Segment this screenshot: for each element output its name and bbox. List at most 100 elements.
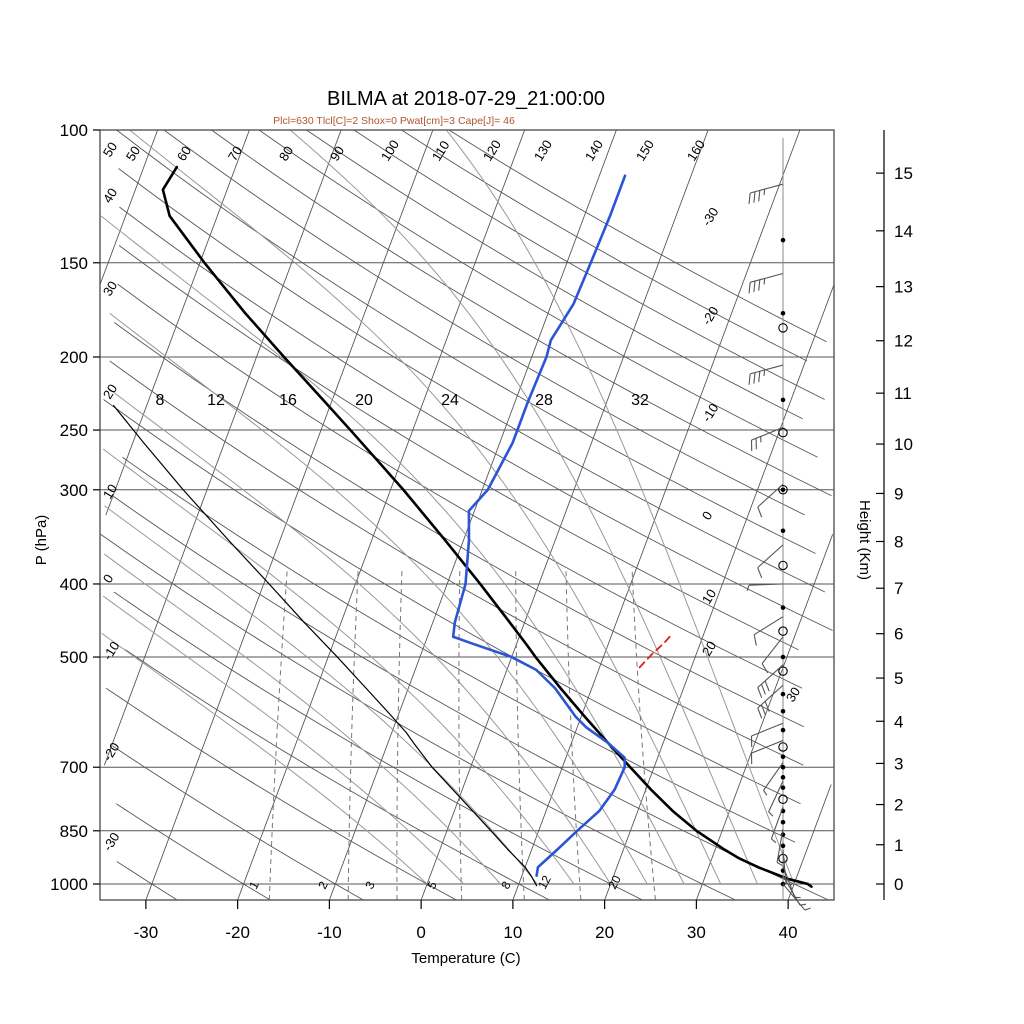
isotherm-line <box>103 129 342 766</box>
height-tick-label: 14 <box>894 222 913 241</box>
isotherm-label-right: -20 <box>699 304 722 328</box>
wind-level-dot <box>780 785 786 790</box>
mixing-ratio-line <box>458 567 463 901</box>
temperature-profile[interactable] <box>161 165 813 888</box>
wind-barb-column <box>746 138 811 911</box>
wind-barb <box>748 272 784 294</box>
dry-adiabat-label: 150 <box>633 137 657 163</box>
moist-adiabat-line <box>101 632 428 885</box>
wind-barb-full <box>757 567 763 579</box>
dewpoint-profile[interactable] <box>451 174 627 878</box>
wind-barb-half <box>763 790 768 796</box>
plot-frame <box>99 129 835 901</box>
dry-adiabat-label: 90 <box>327 143 347 163</box>
temperature-tick-label: -30 <box>134 923 159 942</box>
wind-barb <box>757 544 784 579</box>
wind-barb-full <box>753 191 756 203</box>
pressure-tick-label: 400 <box>60 575 88 594</box>
wind-level-dot <box>780 727 786 733</box>
wind-barb <box>750 426 784 452</box>
wind-barb <box>750 739 784 765</box>
wind-barb <box>757 684 784 719</box>
moist-adiabat-line <box>107 387 612 885</box>
wind-level-circle <box>778 427 788 438</box>
dry-adiabat-line <box>401 129 808 362</box>
dry-adiabat-label: 140 <box>582 137 606 163</box>
dry-adiabat-line <box>113 591 643 901</box>
moist-adiabat-line <box>102 595 465 885</box>
isotherm-line <box>420 129 709 901</box>
wind-barb-shaft <box>768 780 784 813</box>
height-tick-label: 15 <box>894 164 913 183</box>
wind-barb-shaft <box>757 664 784 688</box>
height-tick-label: 2 <box>894 796 903 815</box>
wind-barb-shaft <box>763 762 784 791</box>
wind-barb <box>763 762 784 796</box>
wind-barb-half <box>763 278 766 285</box>
wind-barb <box>768 780 784 817</box>
height-tick-label: 8 <box>894 532 903 551</box>
height-tick-label: 1 <box>894 836 903 855</box>
height-tick-label: 5 <box>894 669 903 688</box>
sounding-indices-subtitle: Plcl=630 Tlcl[C]=2 Shox=0 Pwat[cm]=3 Cap… <box>273 115 515 127</box>
dry-adiabat-line <box>112 495 829 901</box>
wind-barb-half <box>785 882 792 886</box>
wind-barb-half <box>746 584 750 592</box>
virtual-parcel-segment-profile[interactable] <box>636 635 671 671</box>
height-tick-label: 11 <box>894 384 912 403</box>
wind-barb-full <box>760 704 766 716</box>
dry-adiabat-label: 80 <box>276 143 296 163</box>
height-tick-label: 4 <box>894 712 903 731</box>
dry-adiabat-line <box>103 399 801 805</box>
wind-level-dot <box>780 605 786 610</box>
wind-barb-full <box>764 701 770 712</box>
parcel-profile[interactable] <box>113 404 538 887</box>
isotherm-line <box>99 129 159 285</box>
height-tick-label: 6 <box>894 625 903 644</box>
dry-adiabat-line <box>306 129 803 420</box>
isotherm-line <box>237 129 526 901</box>
moist-adiabat-line <box>103 553 501 885</box>
wind-barb-shaft <box>776 828 784 863</box>
dry-adiabat-label: 60 <box>174 143 194 163</box>
wind-barb-shaft <box>750 272 784 283</box>
moist-adiabat-line <box>102 448 575 885</box>
wind-barb-shaft <box>782 883 806 911</box>
sounding-profiles[interactable] <box>113 165 813 888</box>
wind-barb-half <box>776 861 783 866</box>
wind-level-circle <box>778 794 788 805</box>
wind-level-dot <box>780 397 786 403</box>
isotherm-label-right: 0 <box>699 509 716 523</box>
moist-adiabat-label: 12 <box>207 392 225 409</box>
isotherm-label-right: -10 <box>699 401 722 425</box>
wind-barb-full <box>748 282 751 294</box>
moist-adiabat-label: 32 <box>631 392 649 409</box>
wind-barb <box>770 806 784 844</box>
x-axis-label: Temperature (C) <box>411 950 520 967</box>
wind-barb-shaft <box>757 544 784 569</box>
wind-barb <box>748 183 784 204</box>
temperature-tick-label: 0 <box>416 923 425 942</box>
isotherm-label-left: 50 <box>100 139 120 159</box>
wind-barb-full <box>753 280 756 293</box>
dry-adiabat-line <box>353 129 825 400</box>
dry-adiabat-line <box>211 129 832 497</box>
isotherm-label-left: -20 <box>100 740 123 764</box>
temperature-tick-label: -10 <box>317 923 342 942</box>
moist-adiabat-label: 16 <box>279 392 297 409</box>
y-axis-label: P (hPa) <box>33 515 50 566</box>
height-tick-label: 13 <box>894 278 913 297</box>
height-tick-label: 9 <box>894 484 903 503</box>
pressure-tick-label: 1000 <box>50 875 88 894</box>
mixing-ratio-label: 3 <box>362 879 378 892</box>
isotherm-label-left: 40 <box>100 185 120 205</box>
mixing-ratio-line <box>565 567 582 901</box>
dry-adiabat-line <box>163 129 805 516</box>
isotherm-label-right: 20 <box>699 638 719 658</box>
wind-barb <box>746 583 784 592</box>
wind-barb-full <box>753 372 756 384</box>
temperature-tick-label: -20 <box>225 923 250 942</box>
wind-barb-full <box>758 371 761 383</box>
wind-level-circle <box>778 485 788 495</box>
